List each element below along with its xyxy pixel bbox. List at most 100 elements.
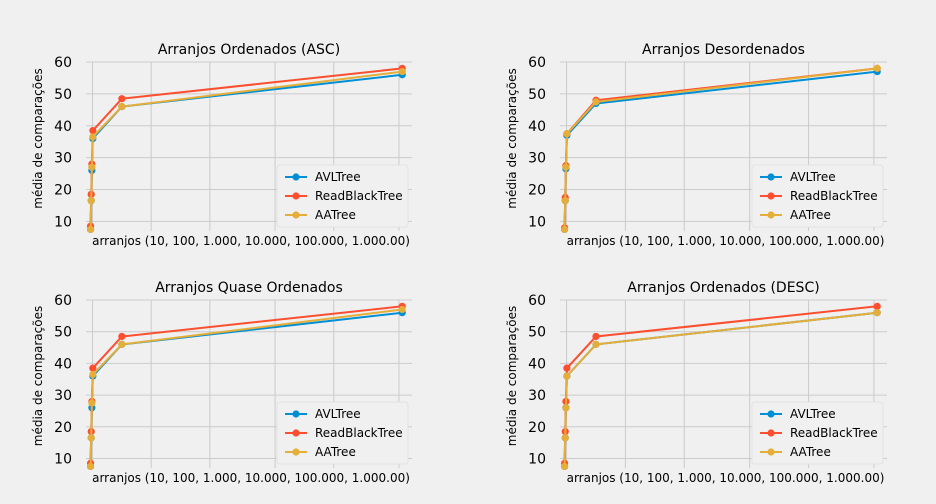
y-tick-label: 30 — [54, 151, 72, 167]
data-point — [592, 332, 600, 341]
data-point — [398, 305, 406, 314]
legend-entry: ReadBlackTree — [315, 426, 403, 440]
legend-box — [276, 401, 409, 465]
data-point — [118, 340, 126, 348]
legend-entry: ReadBlackTree — [315, 189, 403, 203]
data-point — [118, 95, 126, 103]
data-point — [561, 434, 569, 442]
legend-box — [276, 164, 409, 228]
data-point — [118, 103, 126, 111]
data-point — [873, 309, 881, 317]
y-tick-label: 20 — [528, 183, 546, 199]
series-line — [563, 67, 878, 230]
y-tick-label: 40 — [528, 356, 546, 372]
subplot-title: Arranjos Ordenados (DESC) — [627, 280, 819, 296]
data-point — [560, 462, 569, 471]
legend-marker — [767, 211, 775, 219]
x-axis-label: arranjos (10, 100, 1.000, 10.000, 100.00… — [92, 471, 410, 485]
grid — [560, 299, 887, 468]
y-tick-label: 30 — [528, 388, 546, 404]
y-tick-label: 60 — [528, 293, 546, 309]
y-tick-label: 40 — [54, 119, 72, 135]
legend-marker — [767, 173, 775, 181]
y-axis-label: média de comparações — [31, 306, 45, 446]
data-point — [89, 126, 97, 135]
legend-box — [751, 164, 884, 228]
data-point — [398, 67, 406, 76]
legend-marker — [767, 192, 775, 200]
y-axis-label: média de comparações — [505, 68, 519, 208]
legend-marker — [292, 410, 300, 418]
data-point — [592, 98, 600, 106]
y-tick-label: 60 — [54, 293, 72, 309]
legend-marker — [292, 192, 300, 200]
series-line — [89, 70, 403, 230]
legend: AVLTree ReadBlackTree AATree — [276, 164, 409, 228]
legend: AVLTree ReadBlackTree AATree — [276, 401, 409, 465]
y-tick-label: 50 — [528, 87, 546, 103]
legend-entry: ReadBlackTree — [790, 426, 878, 440]
y-tick-label: 10 — [54, 451, 72, 467]
series-line — [89, 308, 403, 467]
data-point — [118, 332, 126, 341]
y-tick-label: 50 — [54, 325, 72, 341]
y-tick-label: 60 — [54, 55, 72, 71]
legend-entry: AATree — [315, 445, 356, 459]
y-tick-label: 40 — [54, 356, 72, 372]
legend-marker — [292, 448, 300, 456]
x-axis-label: arranjos (10, 100, 1.000, 10.000, 100.00… — [567, 471, 885, 485]
legend-box — [751, 401, 884, 465]
grid — [560, 61, 887, 231]
legend-entry: AATree — [790, 208, 831, 222]
legend: AVLTree ReadBlackTree AATree — [751, 401, 884, 465]
legend-entry: AVLTree — [315, 407, 361, 421]
data-point — [562, 163, 570, 171]
y-tick-label: 30 — [54, 388, 72, 404]
legend-marker — [292, 429, 300, 437]
data-point — [88, 399, 96, 407]
series-AATree — [86, 67, 406, 234]
data-point — [87, 197, 95, 205]
legend-entry: AVLTree — [315, 170, 361, 184]
legend-marker — [292, 211, 300, 219]
y-axis-label: média de comparações — [31, 68, 45, 208]
data-point — [560, 225, 569, 234]
legend-entry: AVLTree — [790, 170, 836, 184]
y-axis-label: média de comparações — [505, 306, 519, 446]
data-point — [562, 404, 570, 412]
y-tick-label: 30 — [528, 151, 546, 167]
y-tick-label: 20 — [528, 420, 546, 436]
data-point — [86, 462, 95, 471]
legend-entry: AATree — [315, 208, 356, 222]
data-point — [89, 370, 97, 379]
legend: AVLTree ReadBlackTree AATree — [751, 164, 884, 228]
data-point — [89, 133, 97, 141]
data-point — [89, 364, 97, 372]
series-line — [563, 311, 878, 467]
subplot-4: 10 20 30 40 50 60 Arranjos Ordenados (DESC) arr… — [505, 280, 887, 485]
y-tick-label: 10 — [528, 214, 546, 230]
subplot-title: Arranjos Quase Ordenados — [155, 280, 343, 296]
y-tick-label: 50 — [54, 87, 72, 103]
data-point — [87, 434, 95, 442]
data-point — [563, 372, 571, 380]
series-AATree — [86, 305, 406, 471]
y-tick-label: 40 — [528, 119, 546, 135]
legend-marker — [767, 429, 775, 437]
data-point — [88, 163, 96, 171]
subplot-title: Arranjos Desordenados — [642, 42, 805, 58]
legend-entry: AVLTree — [790, 407, 836, 421]
data-point — [592, 340, 600, 348]
y-tick-label: 60 — [528, 55, 546, 71]
y-tick-label: 10 — [54, 214, 72, 230]
series-AATree — [560, 64, 881, 234]
y-tick-label: 20 — [54, 183, 72, 199]
series-AATree — [560, 309, 881, 471]
x-axis-label: arranjos (10, 100, 1.000, 10.000, 100.00… — [92, 234, 410, 248]
x-axis-label: arranjos (10, 100, 1.000, 10.000, 100.00… — [567, 234, 885, 248]
legend-marker — [767, 448, 775, 456]
subplot-title: Arranjos Ordenados (ASC) — [158, 42, 340, 58]
data-point — [563, 130, 571, 138]
data-point — [563, 364, 571, 372]
